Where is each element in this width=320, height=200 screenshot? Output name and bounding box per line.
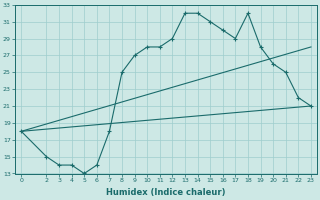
X-axis label: Humidex (Indice chaleur): Humidex (Indice chaleur): [106, 188, 226, 197]
